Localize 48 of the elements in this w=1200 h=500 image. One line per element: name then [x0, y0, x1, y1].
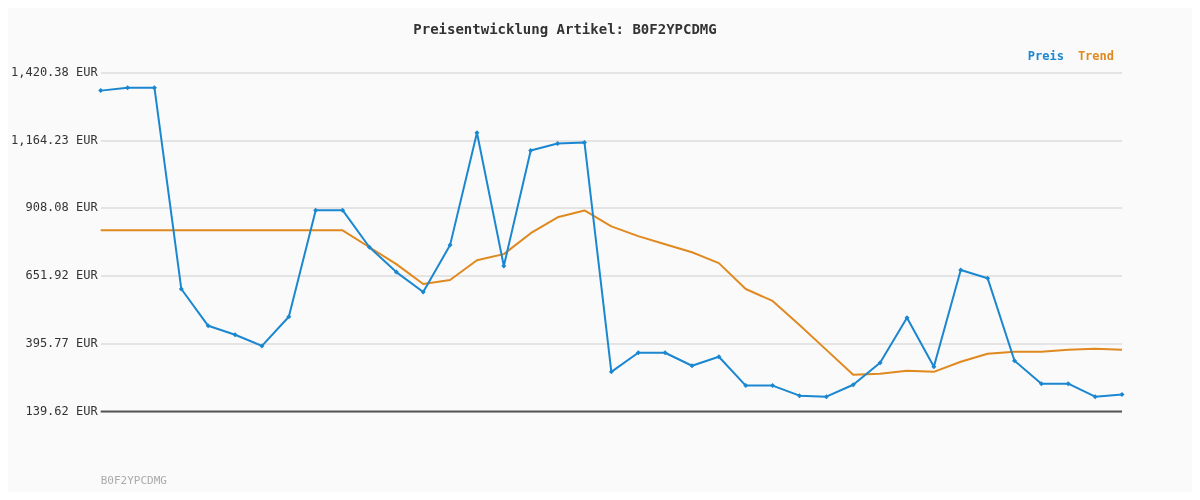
point — [259, 343, 265, 349]
point — [850, 382, 856, 388]
point — [823, 394, 829, 400]
text: B0F2YPCDMG — [100, 474, 167, 487]
point — [743, 383, 749, 389]
point — [1119, 392, 1125, 398]
chart-title: Preisentwicklung Artikel: B0F2YPCDMG — [413, 21, 717, 38]
point — [635, 350, 641, 356]
point — [313, 207, 319, 213]
point — [1038, 381, 1044, 387]
y-tick-label: 395.77 EUR — [25, 335, 99, 350]
y-tick-label: 139.62 EUR — [25, 403, 99, 418]
point — [1065, 381, 1071, 387]
point — [125, 85, 131, 91]
point — [958, 267, 964, 273]
point — [501, 263, 507, 269]
point — [770, 383, 776, 389]
point — [528, 147, 534, 153]
point — [474, 130, 480, 136]
point — [178, 286, 184, 292]
point — [877, 360, 883, 366]
point — [662, 350, 668, 356]
point — [689, 363, 695, 369]
y-tick-label: 908.08 EUR — [25, 200, 99, 215]
point — [1011, 358, 1017, 364]
point — [232, 332, 238, 338]
point — [608, 369, 614, 375]
y-tick-label: 651.92 EUR — [25, 268, 99, 283]
point — [286, 314, 292, 320]
text: Trend — [1077, 48, 1114, 63]
point — [1092, 394, 1098, 400]
point — [931, 364, 937, 370]
point — [366, 244, 372, 250]
point — [205, 323, 211, 329]
y-tick-label: 1,164.23 EUR — [10, 132, 99, 147]
text: Preis — [1027, 48, 1064, 63]
point — [985, 275, 991, 281]
point — [716, 354, 722, 360]
point — [581, 139, 587, 145]
point — [151, 85, 157, 91]
y-tick-label: 1,420.38 EUR — [10, 64, 99, 79]
point — [796, 393, 802, 399]
point — [447, 242, 453, 248]
point — [393, 269, 399, 275]
point — [340, 207, 346, 213]
point — [555, 141, 561, 147]
point — [420, 289, 426, 295]
point — [98, 88, 104, 94]
